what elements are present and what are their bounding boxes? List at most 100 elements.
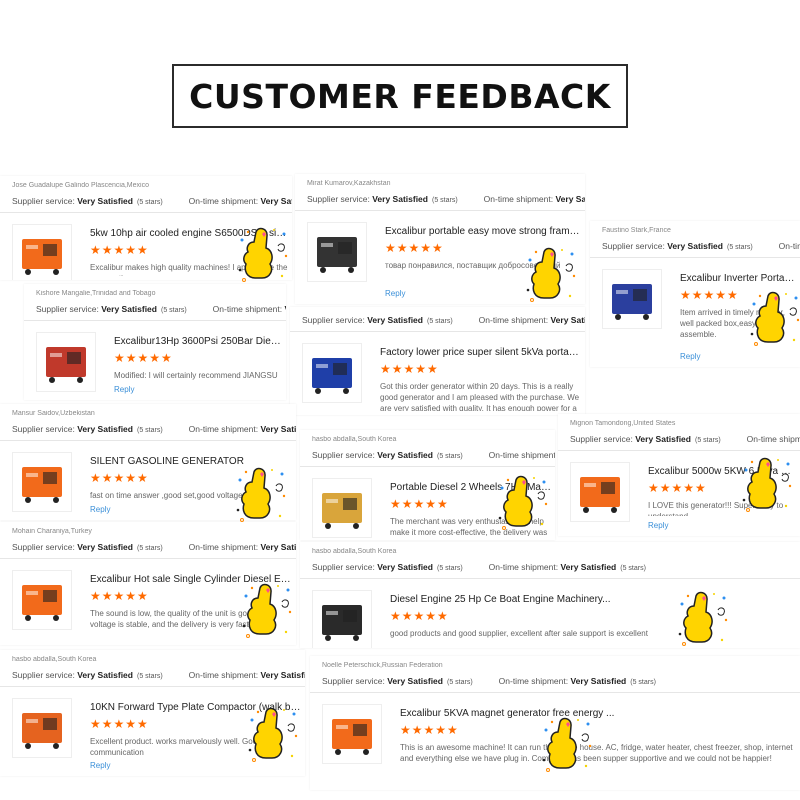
product-image[interactable]: [312, 478, 372, 538]
reply-link[interactable]: Reply: [680, 352, 701, 361]
supplier-service-stars: (5 stars): [136, 427, 163, 434]
page-title: CUSTOMER FEEDBACK: [189, 76, 611, 116]
product-image[interactable]: [602, 269, 662, 329]
divider: [310, 692, 800, 693]
supplier-service-label: Supplier service:: [12, 424, 75, 434]
ontime-shipment-label: On-time shipment:: [483, 194, 554, 204]
product-title[interactable]: Excalibur 5KVA magnet generator free ene…: [400, 708, 615, 719]
rating-summary: Supplier service: Very Satisfied (5 stars…: [322, 676, 800, 686]
supplier-service-stars: (5 stars): [136, 545, 163, 552]
rating-summary: Supplier service: Very Satisfied (5 stars…: [570, 434, 800, 444]
ontime-shipment-label: On-time shipment:: [488, 562, 559, 572]
product-image[interactable]: [12, 452, 72, 512]
product-image[interactable]: [12, 698, 72, 758]
product-title[interactable]: Excalibur Inverter Portable Diesel: [680, 273, 796, 284]
reviewer-name: Mignon Tamondong,United States: [570, 420, 676, 427]
reviewer-name: hasbo abdalla,South Korea: [312, 548, 397, 555]
review-comment: товар понравился, поставщик добросовестн…: [385, 261, 561, 270]
reviewer-name: Mansur Saidov,Uzbekistan: [12, 410, 95, 417]
supplier-service-label: Supplier service:: [12, 670, 75, 680]
reply-link[interactable]: Reply: [648, 521, 669, 530]
ontime-shipment-value: Very Satisfied: [570, 676, 627, 686]
product-image[interactable]: [570, 462, 630, 522]
product-image[interactable]: [12, 224, 72, 280]
ontime-shipment-label: On-time shipment:: [478, 315, 549, 325]
ontime-shipment-value: Very Satisfied: [284, 304, 286, 314]
ontime-shipment-value: Very Satisfied: [260, 424, 296, 434]
review-card: Jose Guadalupe Galindo Plascencia,Mexico…: [0, 176, 292, 280]
review-card: hasbo abdalla,South Korea Supplier servic…: [300, 542, 800, 648]
thumbs-up-sticker-icon: [246, 706, 302, 766]
thumbs-up-sticker-icon: [676, 590, 732, 650]
product-image[interactable]: [302, 343, 362, 403]
divider: [0, 440, 296, 441]
supplier-service-label: Supplier service:: [12, 196, 75, 206]
review-card: Supplier service: Very Satisfied (5 stars…: [290, 307, 585, 415]
supplier-service-value: Very Satisfied: [101, 304, 157, 314]
rating-summary: Supplier service: Very Satisfied (5 stars…: [312, 450, 555, 460]
rating-summary: Supplier service: Very Satisfied (5 stars…: [36, 304, 286, 314]
divider: [0, 212, 292, 213]
product-image[interactable]: [36, 332, 96, 392]
product-title[interactable]: Factory lower price super silent 5kVa po…: [380, 347, 581, 358]
reviewer-name: Jose Guadalupe Galindo Plascencia,Mexico: [12, 182, 149, 189]
reply-link[interactable]: Reply: [385, 289, 406, 298]
supplier-service-label: Supplier service:: [602, 241, 665, 251]
supplier-service-label: Supplier service:: [570, 434, 633, 444]
supplier-service-value: Very Satisfied: [377, 562, 433, 572]
product-title[interactable]: Diesel Engine 25 Hp Ce Boat Engine Machi…: [390, 594, 611, 605]
thumbs-up-sticker-icon: [748, 290, 800, 350]
supplier-service-stars: (5 stars): [136, 673, 163, 680]
product-image[interactable]: [12, 570, 72, 630]
divider: [0, 558, 296, 559]
review-card: Mignon Tamondong,United States Supplier s…: [558, 414, 800, 536]
rating-summary: Supplier service: Very Satisfied (5 stars…: [12, 196, 292, 206]
supplier-service-stars: (5 stars): [726, 244, 753, 251]
thumbs-up-sticker-icon: [740, 456, 796, 516]
thumbs-up-sticker-icon: [236, 226, 292, 286]
reviewer-name: Noelle Peterschick,Russian Federation: [322, 662, 443, 669]
ontime-shipment-label: On-time shipment:: [188, 424, 259, 434]
review-comment: Excellent product. works marvelously wel…: [90, 737, 262, 756]
review-card: Kishore Mangalie,Trinidad and Tobago Supp…: [24, 284, 286, 400]
review-card: Mohain Charaniya,Turkey Supplier service:…: [0, 522, 296, 645]
divider: [295, 210, 585, 211]
supplier-service-value: Very Satisfied: [372, 194, 428, 204]
supplier-service-label: Supplier service:: [302, 315, 365, 325]
supplier-service-label: Supplier service:: [36, 304, 99, 314]
reply-link[interactable]: Reply: [114, 385, 135, 394]
review-card: Mansur Saidov,Uzbekistan Supplier service…: [0, 404, 296, 520]
product-image[interactable]: [307, 222, 367, 282]
product-title[interactable]: Excalibur portable easy move strong fram…: [385, 226, 581, 237]
product-image[interactable]: [322, 704, 382, 764]
review-comment: The sound is low, the quality of the uni…: [90, 609, 272, 629]
star-rating: ★★★★★: [90, 589, 149, 603]
star-rating: ★★★★★: [90, 717, 149, 731]
supplier-service-stars: (5 stars): [436, 565, 463, 572]
ontime-shipment-value: Very Satisfied: [260, 196, 292, 206]
star-rating: ★★★★★: [648, 481, 707, 495]
supplier-service-stars: (5 stars): [426, 318, 453, 325]
reviewer-name: Mohain Charaniya,Turkey: [12, 528, 92, 535]
star-rating: ★★★★★: [390, 497, 449, 511]
review-card: Faustino Stark,France Supplier service: V…: [590, 221, 800, 367]
star-rating: ★★★★★: [390, 609, 449, 623]
divider: [24, 320, 286, 321]
product-title[interactable]: Excalibur13Hp 3600Psi 250Bar Diesel Fuel…: [114, 336, 282, 347]
divider: [0, 686, 305, 687]
rating-summary: Supplier service: Very Satisfied (5 stars…: [307, 194, 585, 204]
rating-summary: Supplier service: Very Satisfied (5 stars…: [12, 542, 296, 552]
reply-link[interactable]: Reply: [90, 505, 111, 514]
star-rating: ★★★★★: [90, 243, 149, 257]
reviewer-name: hasbo abdalla,South Korea: [312, 436, 397, 443]
star-rating: ★★★★★: [400, 723, 459, 737]
product-image[interactable]: [312, 590, 372, 648]
review-comment: The merchant was very enthusiastic to he…: [390, 517, 548, 536]
rating-summary: Supplier service: Very Satisfied (5 stars…: [12, 670, 305, 680]
supplier-service-value: Very Satisfied: [387, 676, 443, 686]
reply-link[interactable]: Reply: [90, 761, 111, 770]
star-rating: ★★★★★: [680, 288, 739, 302]
ontime-shipment-value: Very Satisfied: [550, 315, 585, 325]
ontime-shipment-value: Very Satisfied: [555, 194, 585, 204]
supplier-service-stars: (5 stars): [446, 679, 473, 686]
